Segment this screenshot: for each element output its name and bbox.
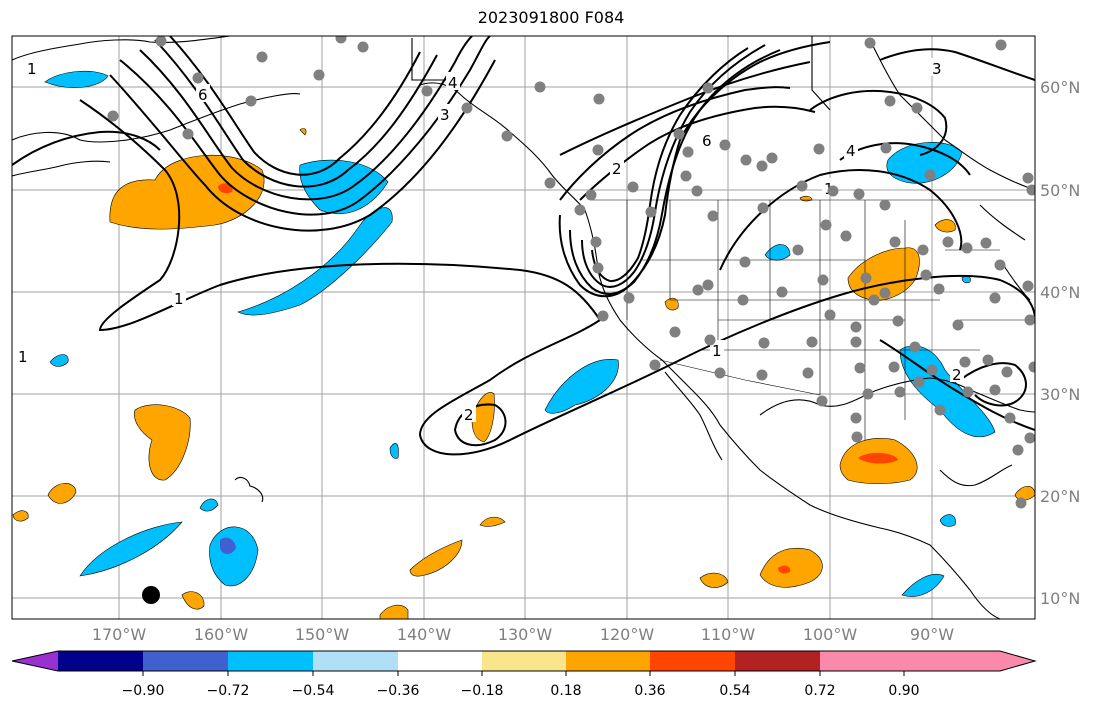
colorbar [11, 650, 1037, 672]
colorbar-segment [228, 651, 313, 671]
contour-label: 1 [18, 348, 28, 366]
marker-dot [142, 586, 160, 604]
lat-label: 60°N [1040, 78, 1080, 97]
colorbar-segment [143, 651, 228, 671]
colorbar-tick-labels: −0.90 −0.72 −0.54 −0.36 −0.18 0.18 0.36 … [122, 683, 920, 699]
strong-positive-cores [218, 183, 898, 574]
contour-label: 2 [464, 406, 474, 424]
colorbar-segment [820, 651, 904, 671]
lon-label: 100°W [803, 625, 858, 644]
colorbar-segment [735, 651, 820, 671]
lat-label: 30°N [1040, 385, 1080, 404]
contour-label: 6 [198, 86, 208, 104]
latitude-labels: 60°N 50°N 40°N 30°N 20°N 10°N [1040, 78, 1080, 608]
contour-label: 4 [448, 74, 458, 92]
contour-label: 1 [27, 60, 37, 78]
height-contours [12, 36, 1035, 456]
lon-label: 160°W [194, 625, 249, 644]
lon-label: 90°W [910, 625, 954, 644]
colorbar-tick-label: 0.18 [550, 683, 581, 699]
colorbar-tick-label: −0.72 [207, 683, 250, 699]
lat-label: 20°N [1040, 487, 1080, 506]
colorbar-tick-label: 0.36 [634, 683, 665, 699]
strong-negative-core [220, 537, 236, 554]
plot-frame [11, 35, 1036, 620]
colorbar-extend-low [12, 651, 58, 671]
colorbar-segment [313, 651, 398, 671]
colorbar-tick-label: −0.18 [461, 683, 504, 699]
colorbar-segment [566, 651, 650, 671]
station-dots [107, 36, 1035, 509]
colorbar-outline [11, 650, 1037, 672]
colorbar-segment [482, 651, 566, 671]
contour-label: 2 [952, 366, 962, 384]
lon-label: 110°W [701, 625, 756, 644]
colorbar-tick-label: −0.54 [292, 683, 335, 699]
lat-label: 50°N [1040, 181, 1080, 200]
contour-label: 1 [712, 342, 722, 360]
colorbar-tick-label: 0.54 [719, 683, 750, 699]
colorbar-tick-label: 0.72 [804, 683, 835, 699]
lon-label: 120°W [600, 625, 655, 644]
contour-labels: 1 1 2 2 3 4 6 6 2 1 1 1 4 3 [16, 58, 964, 424]
map-title: 2023091800 F084 [477, 8, 625, 27]
longitude-labels: 170°W 160°W 150°W 140°W 130°W 120°W 110°… [92, 625, 954, 644]
colorbar-ticks [142, 671, 905, 676]
contour-label: 3 [440, 106, 450, 124]
lat-label: 10°N [1040, 589, 1080, 608]
contour-label: 1 [174, 290, 184, 308]
lon-label: 170°W [92, 625, 147, 644]
contour-label: 3 [932, 60, 942, 78]
lat-label: 40°N [1040, 283, 1080, 302]
colorbar-segment [398, 651, 482, 671]
contour-label: 2 [612, 160, 622, 178]
colorbar-segment [58, 651, 143, 671]
lon-label: 150°W [295, 625, 350, 644]
lon-label: 130°W [498, 625, 553, 644]
contour-label: 6 [702, 132, 712, 150]
colorbar-tick-label: −0.36 [377, 683, 420, 699]
contour-label: 4 [846, 142, 856, 160]
colorbar-segment [650, 651, 735, 671]
colorbar-extend-high [904, 651, 1035, 671]
lon-label: 140°W [397, 625, 452, 644]
colorbar-tick-label: 0.90 [888, 683, 919, 699]
colorbar-tick-label: −0.90 [122, 683, 165, 699]
